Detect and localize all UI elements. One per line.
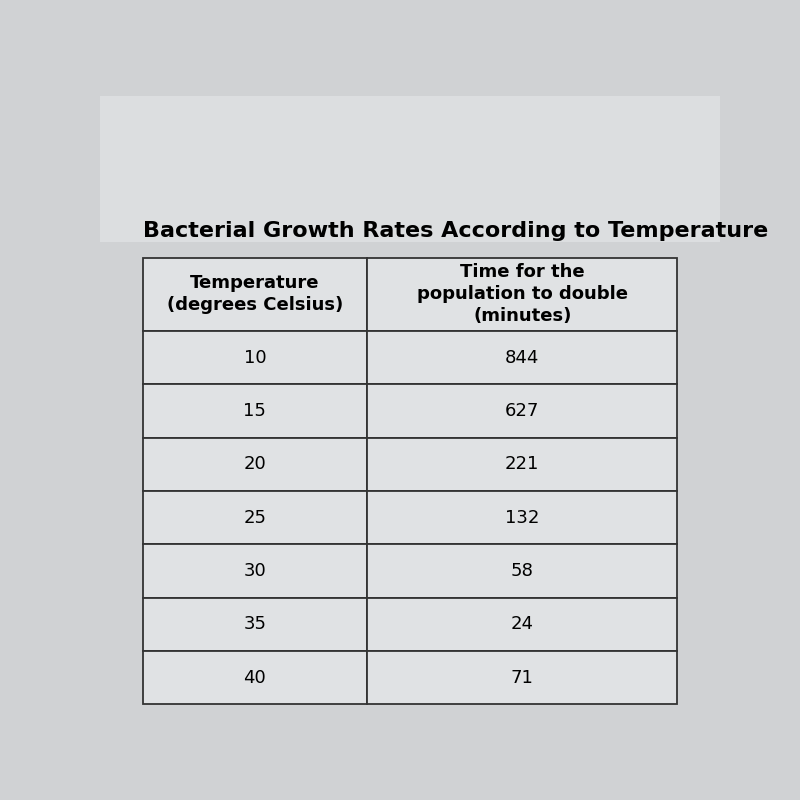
Text: 24: 24 (510, 615, 534, 634)
Text: 844: 844 (505, 349, 539, 366)
Text: 132: 132 (505, 509, 539, 526)
Bar (100, 96, 720, 242)
Text: Bacterial Growth Rates According to Temperature: Bacterial Growth Rates According to Temp… (142, 221, 768, 241)
Text: 30: 30 (243, 562, 266, 580)
Bar (142, 598, 367, 651)
Bar (142, 651, 367, 704)
Text: Time for the
population to double
(minutes): Time for the population to double (minut… (417, 263, 628, 326)
Text: Temperature
(degrees Celsius): Temperature (degrees Celsius) (166, 274, 343, 314)
Bar (142, 491, 367, 544)
Bar (367, 384, 678, 438)
Bar (142, 384, 367, 438)
Bar (367, 544, 678, 598)
Text: 40: 40 (243, 669, 266, 686)
Bar (142, 544, 367, 598)
Text: 10: 10 (244, 349, 266, 366)
Bar (367, 331, 678, 384)
Text: 20: 20 (243, 455, 266, 474)
Bar (142, 331, 367, 384)
Bar (367, 438, 678, 491)
Text: 35: 35 (243, 615, 266, 634)
Text: 58: 58 (511, 562, 534, 580)
Bar (367, 598, 678, 651)
Text: 15: 15 (243, 402, 266, 420)
Text: 25: 25 (243, 509, 266, 526)
Bar (367, 651, 678, 704)
Bar (142, 438, 367, 491)
Bar (367, 491, 678, 544)
Text: 627: 627 (505, 402, 539, 420)
Bar (367, 258, 678, 331)
Text: 71: 71 (511, 669, 534, 686)
Bar (142, 258, 367, 331)
Text: 221: 221 (505, 455, 539, 474)
